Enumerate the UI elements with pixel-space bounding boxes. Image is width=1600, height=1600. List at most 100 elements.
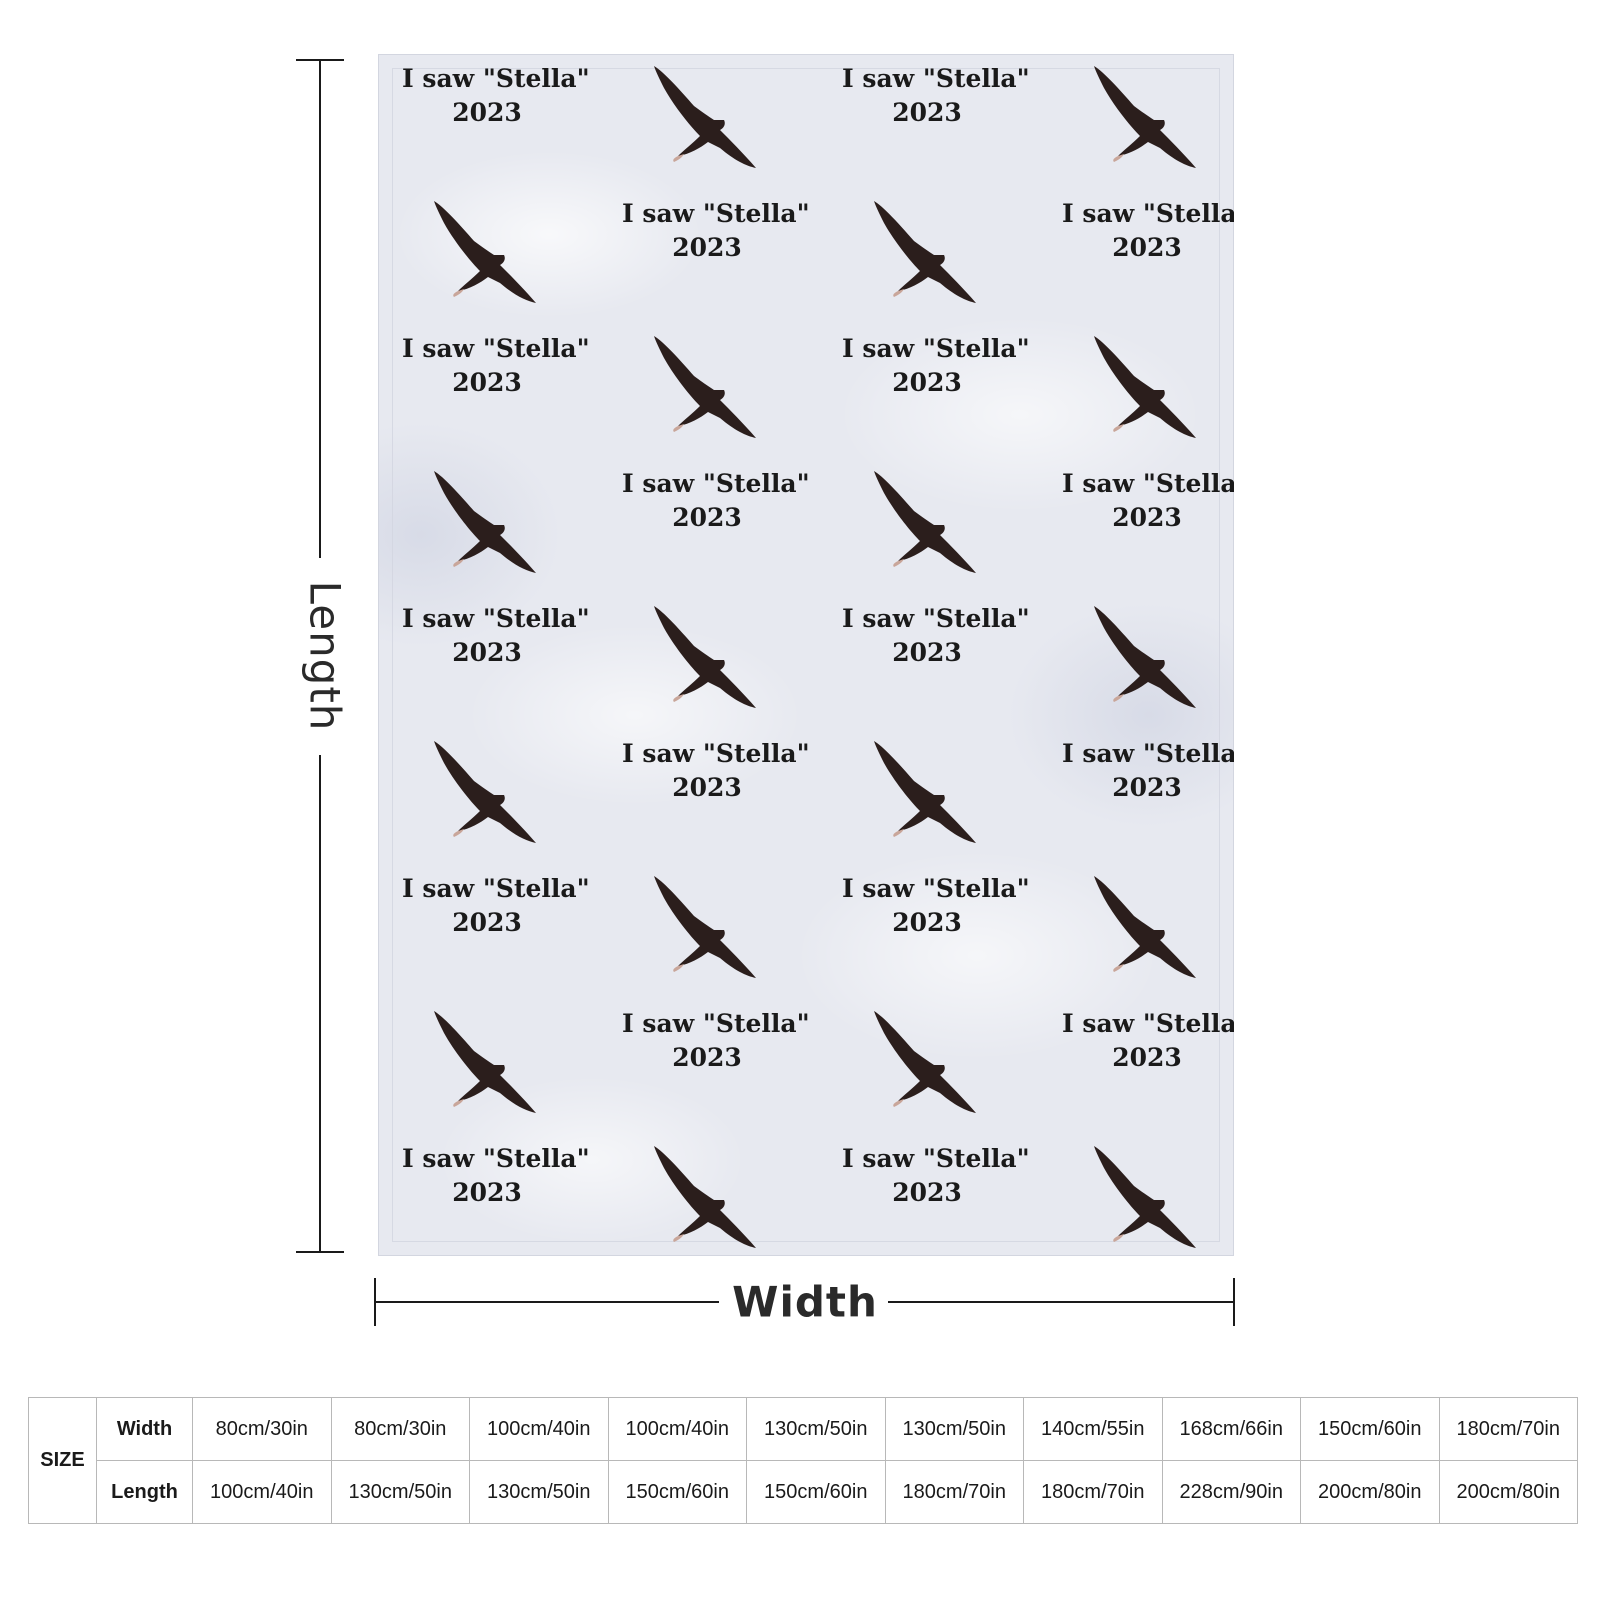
width-dimension-line-left [375,1301,719,1303]
width-cell: 130cm/50in [884,1397,1024,1461]
blanket-caption: I saw "Stella" 2023 [622,1007,810,1075]
blanket-caption: I saw "Stella" 2023 [842,1142,1030,1210]
caption-line-1: I saw "Stella" [402,604,590,633]
length-cell: 228cm/90in [1161,1460,1301,1524]
caption-line-1: I saw "Stella" [622,469,810,498]
caption-line-2: 2023 [1112,503,1182,532]
blanket-caption: I saw "Stella" 2023 [622,467,810,535]
caption-line-2: 2023 [672,503,742,532]
flying-eagle-icon [1090,604,1200,714]
blanket-product-image: I saw "Stella" 2023 I saw "Stella" 2023 I sa… [378,54,1234,1256]
caption-line-2: 2023 [452,1178,522,1207]
length-cell: 150cm/60in [746,1460,886,1524]
length-cell: 150cm/60in [607,1460,747,1524]
flying-eagle-icon [650,1144,760,1254]
flying-eagle-icon [650,334,760,444]
flying-eagle-icon [430,1009,540,1119]
flying-eagle-icon [1090,874,1200,984]
width-dimension-line-right [888,1301,1234,1303]
length-dimension-line-top [319,60,321,558]
caption-line-1: I saw "Stella" [842,64,1030,93]
width-cell: 140cm/55in [1023,1397,1163,1461]
caption-line-2: 2023 [1112,773,1182,802]
caption-line-2: 2023 [452,98,522,127]
length-cell: 180cm/70in [1023,1460,1163,1524]
caption-line-2: 2023 [1112,233,1182,262]
flying-eagle-icon [1090,1144,1200,1254]
blanket-caption: I saw "Stella" 2023 [622,737,810,805]
blanket-caption: I saw "Stella" 2023 [402,1142,590,1210]
caption-line-2: 2023 [672,1043,742,1072]
caption-line-1: I saw "Stella" [1062,739,1234,768]
length-dimension-bottom-cap [296,1251,344,1253]
caption-line-1: I saw "Stella" [1062,199,1234,228]
width-cell: 100cm/40in [607,1397,747,1461]
caption-line-2: 2023 [452,368,522,397]
flying-eagle-icon [650,874,760,984]
width-cell: 180cm/70in [1438,1397,1578,1461]
caption-line-1: I saw "Stella" [1062,1009,1234,1038]
caption-line-1: I saw "Stella" [842,1144,1030,1173]
width-cell: 130cm/50in [746,1397,886,1461]
caption-line-1: I saw "Stella" [622,1009,810,1038]
flying-eagle-icon [870,199,980,309]
flying-eagle-icon [870,1009,980,1119]
width-row-label: Width [96,1397,193,1461]
caption-line-2: 2023 [892,1178,962,1207]
flying-eagle-icon [1090,64,1200,174]
flying-eagle-icon [870,739,980,849]
length-cell: 200cm/80in [1300,1460,1440,1524]
caption-line-1: I saw "Stella" [622,739,810,768]
width-cell: 80cm/30in [192,1397,332,1461]
blanket-caption: I saw "Stella" 2023 [1062,197,1234,265]
caption-line-1: I saw "Stella" [842,604,1030,633]
blanket-caption: I saw "Stella" 2023 [1062,1007,1234,1075]
width-dimension-right-cap [1233,1278,1235,1326]
caption-line-1: I saw "Stella" [402,874,590,903]
blanket-caption: I saw "Stella" 2023 [842,62,1030,130]
length-row-label: Length [96,1460,193,1524]
blanket-caption: I saw "Stella" 2023 [842,872,1030,940]
flying-eagle-icon [430,739,540,849]
width-cell: 150cm/60in [1300,1397,1440,1461]
caption-line-1: I saw "Stella" [622,199,810,228]
caption-line-1: I saw "Stella" [402,1144,590,1173]
size-table-length-row: Length 100cm/40in 130cm/50in 130cm/50in 150… [29,1460,1578,1524]
caption-line-2: 2023 [672,773,742,802]
width-cell: 168cm/66in [1161,1397,1301,1461]
blanket-caption: I saw "Stella" 2023 [402,62,590,130]
length-cell: 180cm/70in [884,1460,1024,1524]
length-label: Length [300,580,350,732]
blanket-caption: I saw "Stella" 2023 [402,872,590,940]
caption-line-1: I saw "Stella" [402,334,590,363]
length-cell: 100cm/40in [192,1460,332,1524]
width-label: Width [732,1277,878,1327]
caption-line-2: 2023 [892,638,962,667]
caption-line-2: 2023 [1112,1043,1182,1072]
size-table: SIZE Width 80cm/30in 80cm/30in 100cm/40in 1… [28,1397,1578,1524]
caption-line-2: 2023 [892,98,962,127]
blanket-caption: I saw "Stella" 2023 [1062,467,1234,535]
flying-eagle-icon [650,604,760,714]
caption-line-1: I saw "Stella" [842,334,1030,363]
caption-line-1: I saw "Stella" [842,874,1030,903]
flying-eagle-icon [430,469,540,579]
caption-line-2: 2023 [672,233,742,262]
width-cell: 100cm/40in [469,1397,609,1461]
caption-line-2: 2023 [452,908,522,937]
size-table-width-row: SIZE Width 80cm/30in 80cm/30in 100cm/40in 1… [28,1397,1578,1524]
width-cell: 80cm/30in [330,1397,470,1461]
size-header: SIZE [28,1397,97,1524]
flying-eagle-icon [430,199,540,309]
caption-line-2: 2023 [452,638,522,667]
length-dimension-line-bottom [319,755,321,1252]
blanket-caption: I saw "Stella" 2023 [402,332,590,400]
length-cell: 130cm/50in [469,1460,609,1524]
blanket-caption: I saw "Stella" 2023 [842,332,1030,400]
length-cell: 200cm/80in [1438,1460,1578,1524]
caption-line-2: 2023 [892,908,962,937]
blanket-caption: I saw "Stella" 2023 [622,197,810,265]
caption-line-1: I saw "Stella" [402,64,590,93]
flying-eagle-icon [1090,334,1200,444]
caption-line-2: 2023 [892,368,962,397]
